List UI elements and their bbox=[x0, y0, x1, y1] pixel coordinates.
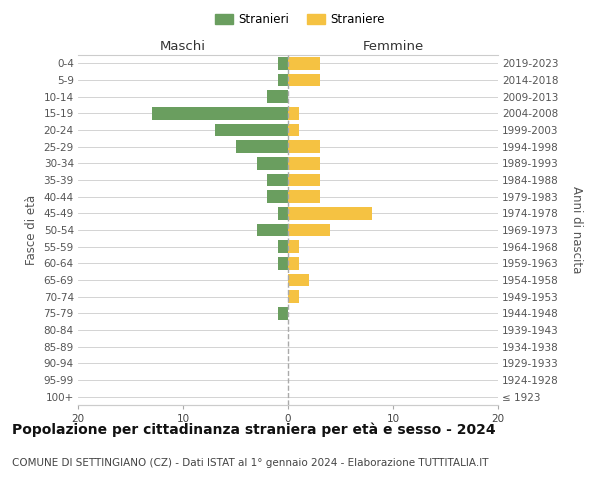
Bar bbox=[277, 74, 288, 86]
Bar bbox=[288, 224, 330, 236]
Bar bbox=[288, 107, 299, 120]
Bar bbox=[267, 90, 288, 103]
Text: COMUNE DI SETTINGIANO (CZ) - Dati ISTAT al 1° gennaio 2024 - Elaborazione TUTTIT: COMUNE DI SETTINGIANO (CZ) - Dati ISTAT … bbox=[12, 458, 488, 468]
Bar bbox=[277, 257, 288, 270]
Bar bbox=[288, 57, 320, 70]
Bar bbox=[267, 190, 288, 203]
Bar bbox=[288, 257, 299, 270]
Bar bbox=[288, 240, 299, 253]
Bar bbox=[277, 57, 288, 70]
Bar bbox=[288, 124, 299, 136]
Bar bbox=[235, 140, 288, 153]
Bar bbox=[288, 207, 372, 220]
Legend: Stranieri, Straniere: Stranieri, Straniere bbox=[210, 8, 390, 31]
Text: Maschi: Maschi bbox=[160, 40, 206, 52]
Bar bbox=[277, 307, 288, 320]
Bar bbox=[257, 224, 288, 236]
Bar bbox=[288, 190, 320, 203]
Bar bbox=[288, 274, 309, 286]
Bar bbox=[151, 107, 288, 120]
Bar bbox=[288, 140, 320, 153]
Text: Popolazione per cittadinanza straniera per età e sesso - 2024: Popolazione per cittadinanza straniera p… bbox=[12, 422, 496, 437]
Y-axis label: Fasce di età: Fasce di età bbox=[25, 195, 38, 265]
Y-axis label: Anni di nascita: Anni di nascita bbox=[570, 186, 583, 274]
Bar bbox=[257, 157, 288, 170]
Bar bbox=[277, 207, 288, 220]
Bar bbox=[277, 240, 288, 253]
Bar bbox=[288, 74, 320, 86]
Bar bbox=[288, 174, 320, 186]
Text: Femmine: Femmine bbox=[362, 40, 424, 52]
Bar bbox=[215, 124, 288, 136]
Bar bbox=[288, 290, 299, 303]
Bar bbox=[267, 174, 288, 186]
Bar bbox=[288, 157, 320, 170]
